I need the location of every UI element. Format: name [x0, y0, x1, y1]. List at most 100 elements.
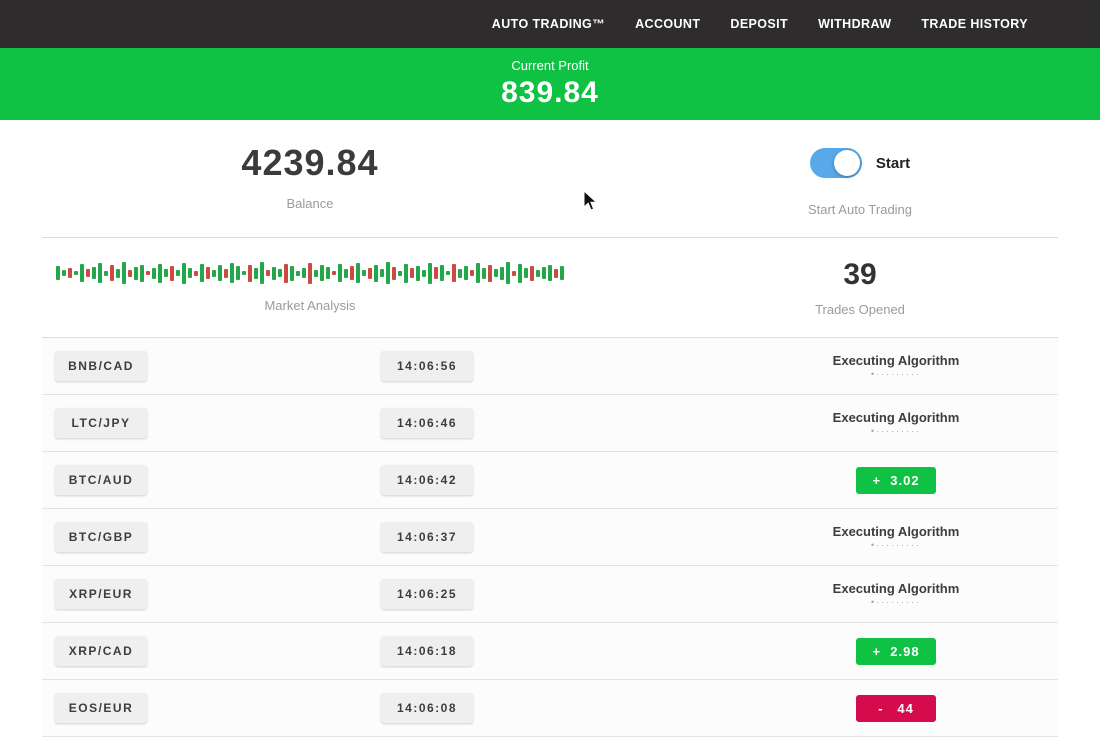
market-bar [188, 268, 192, 278]
market-bar [464, 266, 468, 280]
trade-status: + 2.98 [796, 637, 996, 665]
nav-item-deposit[interactable]: DEPOSIT [730, 17, 789, 31]
executing-progress-dots: •········· [870, 369, 922, 379]
market-bar [200, 264, 204, 282]
trade-status: Executing Algorithm •········· [796, 581, 996, 607]
pair-pill[interactable]: XRP/EUR [55, 579, 147, 609]
pair-pill[interactable]: LTC/JPY [55, 408, 147, 438]
current-profit-label: Current Profit [511, 58, 589, 73]
market-bar [170, 265, 174, 281]
nav-item-account[interactable]: ACCOUNT [635, 17, 701, 31]
market-bar [122, 262, 126, 284]
trade-status: + 3.02 [796, 466, 996, 494]
market-bar [98, 263, 102, 283]
market-bar [350, 266, 354, 280]
auto-trading-toggle[interactable] [809, 148, 862, 178]
balance-value: 4239.84 [241, 142, 379, 183]
market-bar [272, 266, 276, 280]
time-pill: 14:06:18 [381, 636, 473, 666]
trade-status: - 44 [796, 694, 996, 722]
current-profit-value: 839.84 [501, 76, 599, 109]
market-bar [434, 267, 438, 279]
market-bar [482, 267, 486, 279]
balance-section: 4239.84 Balance Start Start Auto Trading [0, 120, 1100, 217]
market-bar [530, 265, 534, 281]
trade-row: EOS/EUR 14:06:08 - 44 [42, 680, 1058, 737]
toggle-caption: Start Auto Trading [807, 202, 913, 217]
market-bar [374, 264, 378, 282]
pair-pill[interactable]: BNB/CAD [55, 351, 147, 381]
market-bar [62, 270, 66, 276]
pair-pill[interactable]: BTC/AUD [55, 465, 147, 495]
time-pill: 14:06:37 [381, 522, 473, 552]
market-bar [554, 268, 558, 278]
market-bar [212, 269, 216, 277]
executing-label: Executing Algorithm [832, 581, 960, 596]
market-bar [248, 264, 252, 282]
market-bar [56, 266, 60, 280]
market-bar [512, 270, 516, 276]
executing-progress-dots: •········· [870, 597, 922, 607]
market-bar [308, 262, 312, 284]
market-bar [80, 264, 84, 282]
market-bar [338, 264, 342, 282]
time-pill: 14:06:46 [381, 408, 473, 438]
market-bar [548, 265, 552, 281]
market-bar [536, 269, 540, 277]
executing-status: Executing Algorithm •········· [796, 410, 996, 436]
nav-menu: AUTO TRADING™ ACCOUNT DEPOSIT WITHDRAW TRADE… [492, 17, 1028, 31]
executing-progress-dots: •········· [870, 426, 922, 436]
trade-row: BTC/AUD 14:06:42 + 3.02 [42, 452, 1058, 509]
market-bar [230, 263, 234, 283]
trade-row: LTC/JPY 14:06:46 Executing Algorithm •··… [42, 395, 1058, 452]
market-bar [560, 266, 564, 280]
balance-label: Balance [286, 196, 334, 211]
market-bar [116, 268, 120, 278]
market-bar [488, 264, 492, 282]
market-bar [368, 267, 372, 279]
market-bar [74, 271, 78, 275]
market-bar [296, 270, 300, 276]
nav-item-withdraw[interactable]: WITHDRAW [818, 17, 892, 31]
market-bar [146, 271, 150, 275]
trade-row: BNB/CAD 14:06:56 Executing Algorithm •··… [42, 338, 1058, 395]
market-bar [392, 266, 396, 280]
market-section: Market Analysis 39 Trades Opened [0, 238, 1100, 317]
market-bar [194, 270, 198, 276]
market-bar [92, 267, 96, 279]
top-navbar: AUTO TRADING™ ACCOUNT DEPOSIT WITHDRAW TRADE… [0, 0, 1100, 48]
nav-item-auto-trading[interactable]: AUTO TRADING™ [491, 17, 606, 31]
market-analysis-label: Market Analysis [264, 298, 356, 313]
time-pill: 14:06:42 [381, 465, 473, 495]
market-bar [206, 267, 210, 279]
pair-pill[interactable]: EOS/EUR [55, 693, 147, 723]
market-bar [428, 262, 432, 284]
market-bar [362, 270, 366, 276]
market-bar [332, 271, 336, 275]
market-bar [494, 269, 498, 277]
market-bar [386, 262, 390, 284]
market-bar [164, 269, 168, 277]
market-bar [68, 268, 72, 278]
result-badge: + 2.98 [856, 637, 936, 665]
market-bar [260, 262, 264, 284]
trades-opened-label: Trades Opened [815, 302, 905, 317]
market-bar [218, 265, 222, 281]
time-pill: 14:06:08 [381, 693, 473, 723]
market-bar [380, 269, 384, 277]
executing-label: Executing Algorithm [832, 410, 960, 425]
market-bar [518, 263, 522, 283]
market-bar [86, 269, 90, 277]
market-bar [506, 262, 510, 284]
nav-item-trade-history[interactable]: TRADE HISTORY [921, 17, 1028, 31]
pair-pill[interactable]: XRP/CAD [55, 636, 147, 666]
market-bar [152, 267, 156, 279]
trade-row: BTC/GBP 14:06:37 Executing Algorithm •··… [42, 509, 1058, 566]
executing-progress-dots: •········· [870, 540, 922, 550]
time-pill: 14:06:56 [381, 351, 473, 381]
market-analysis-chart [0, 256, 620, 290]
market-bar [542, 267, 546, 279]
result-badge: + 3.02 [856, 466, 936, 494]
market-bar [236, 266, 240, 280]
pair-pill[interactable]: BTC/GBP [55, 522, 147, 552]
